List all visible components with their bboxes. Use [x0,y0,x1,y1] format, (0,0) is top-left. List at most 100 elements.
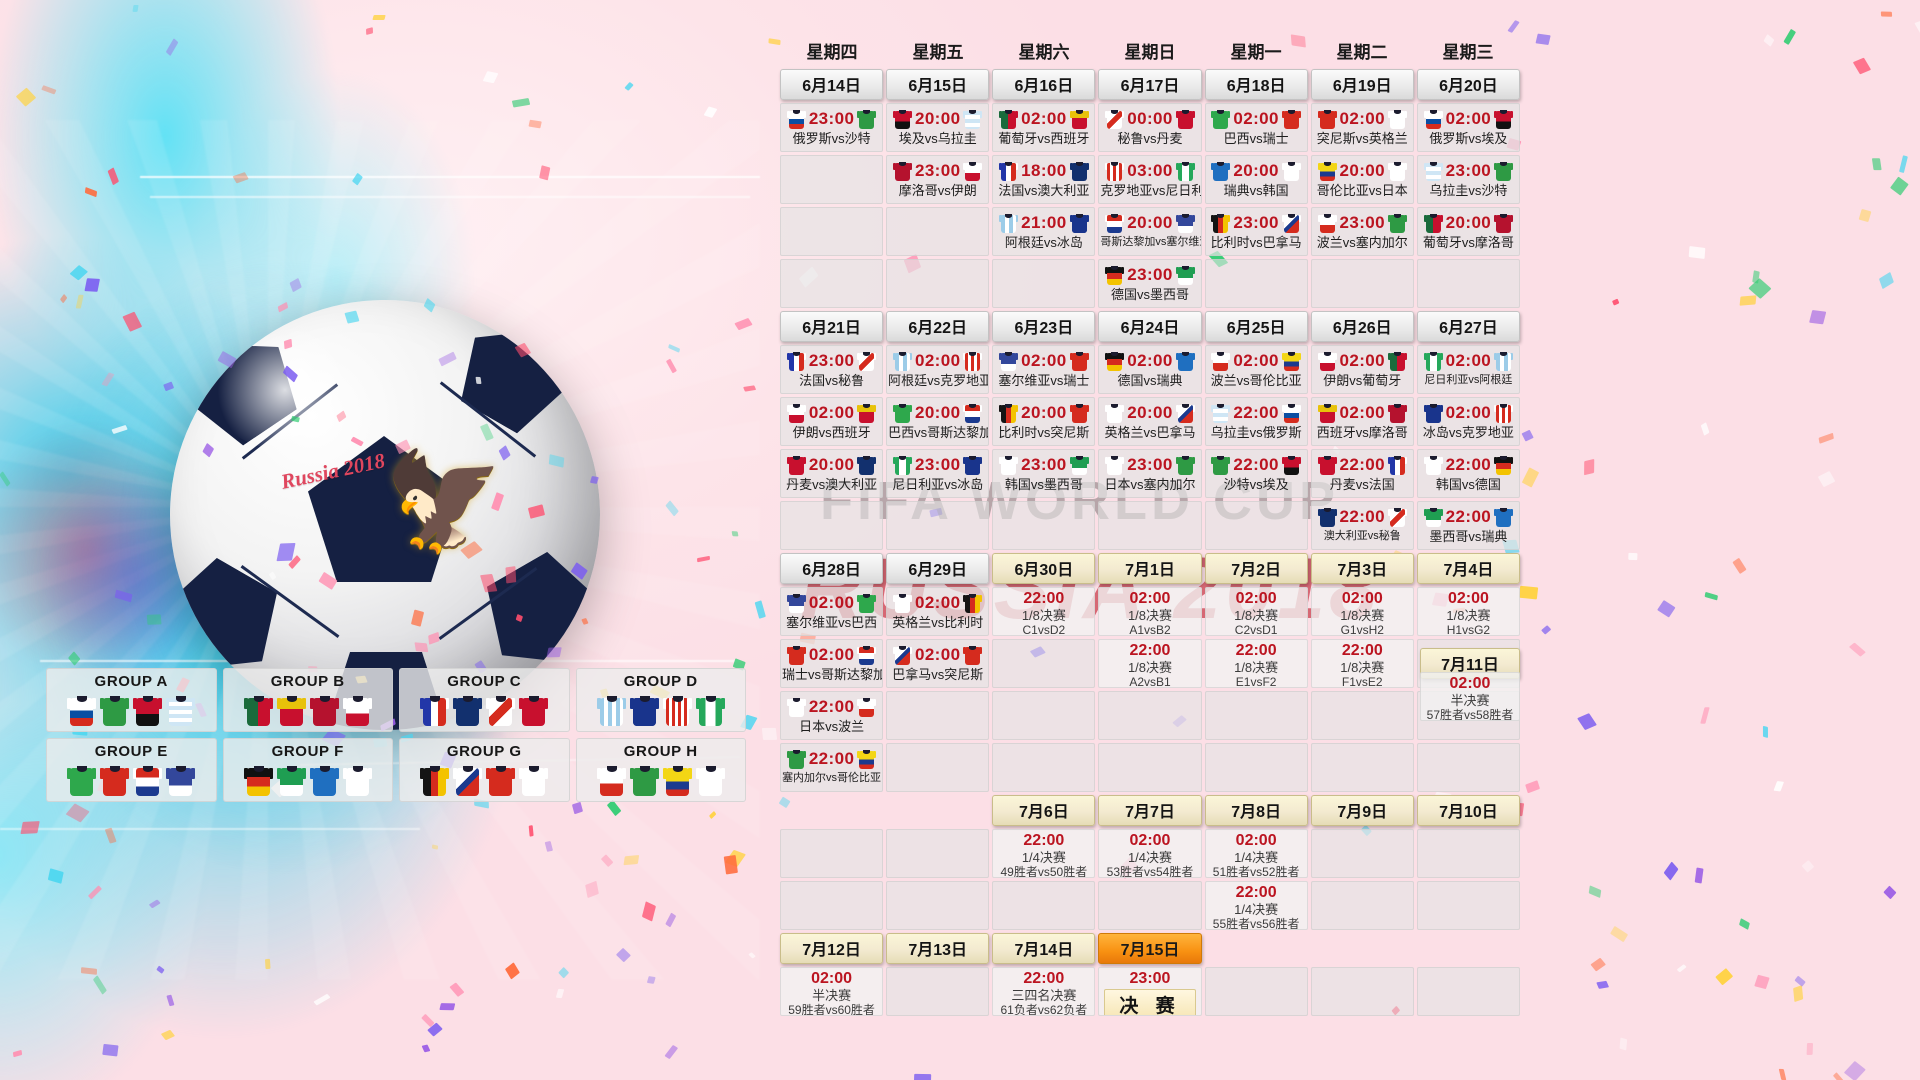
date-header[interactable]: 6月22日 [886,311,990,342]
knockout-match-cell[interactable]: 02:00 1/4决赛 51胜者vs52胜者 [1204,829,1308,878]
knockout-match-cell[interactable]: 22:00 三四名决赛 61负者vs62负者 [992,967,1096,1016]
knockout-match-cell[interactable]: 22:00 1/8决赛 F1vsE2 [1310,639,1414,688]
group-match-cell[interactable]: 23:00 乌拉圭vs沙特 [1416,155,1520,204]
group-match-cell[interactable]: 20:00 埃及vs乌拉圭 [886,103,990,152]
group-match-cell[interactable]: 02:00 瑞士vs哥斯达黎加 [780,639,884,688]
group-match-cell[interactable]: 21:00 阿根廷vs冰岛 [992,207,1096,256]
group-box-group-c[interactable]: GROUP C [399,668,570,732]
date-header[interactable]: 6月19日 [1310,69,1414,100]
group-match-cell[interactable]: 23:00 德国vs墨西哥 [1098,259,1202,308]
group-match-cell[interactable]: 02:00 葡萄牙vs西班牙 [992,103,1096,152]
group-match-cell[interactable]: 22:00 日本vs波兰 [780,691,884,740]
knockout-match-cell[interactable]: 02:00 1/4决赛 53胜者vs54胜者 [1098,829,1202,878]
group-match-cell[interactable]: 23:00 日本vs塞内加尔 [1098,449,1202,498]
group-match-cell[interactable]: 22:00 澳大利亚vs秘鲁 [1310,501,1414,550]
group-match-cell[interactable]: 02:00 巴拿马vs突尼斯 [886,639,990,688]
knockout-match-cell[interactable]: 23:00 决 赛 [1098,967,1202,1016]
group-box-group-b[interactable]: GROUP B [222,668,393,732]
group-match-cell[interactable]: 22:00 乌拉圭vs俄罗斯 [1204,397,1308,446]
group-match-cell[interactable]: 02:00 冰岛vs克罗地亚 [1416,397,1520,446]
group-match-cell[interactable]: 02:00 塞尔维亚vs瑞士 [992,345,1096,394]
group-box-group-g[interactable]: GROUP G [399,738,570,802]
knockout-match-cell[interactable]: 22:00 1/4决赛 55胜者vs56胜者 [1204,881,1308,930]
date-header[interactable]: 7月13日 [886,933,990,964]
group-match-cell[interactable]: 23:00 摩洛哥vs伊朗 [886,155,990,204]
date-header[interactable]: 6月23日 [992,311,1096,342]
date-header[interactable]: 6月24日 [1098,311,1202,342]
date-header[interactable]: 6月30日 [992,553,1096,584]
group-match-cell[interactable]: 02:00 伊朗vs西班牙 [780,397,884,446]
date-header[interactable]: 6月27日 [1416,311,1520,342]
date-header[interactable]: 7月3日 [1310,553,1414,584]
date-header[interactable]: 7月2日 [1204,553,1308,584]
group-match-cell[interactable]: 02:00 英格兰vs比利时 [886,587,990,636]
group-match-cell[interactable]: 23:00 波兰vs塞内加尔 [1310,207,1414,256]
group-match-cell[interactable]: 18:00 法国vs澳大利亚 [992,155,1096,204]
group-match-cell[interactable]: 02:00 俄罗斯vs埃及 [1416,103,1520,152]
group-match-cell[interactable]: 22:00 沙特vs埃及 [1204,449,1308,498]
group-match-cell[interactable]: 20:00 巴西vs哥斯达黎加 [886,397,990,446]
group-match-cell[interactable]: 20:00 葡萄牙vs摩洛哥 [1416,207,1520,256]
date-header[interactable]: 6月17日 [1098,69,1202,100]
date-header[interactable]: 7月8日 [1204,795,1308,826]
knockout-match-cell[interactable]: 22:00 1/8决赛 C1vsD2 [992,587,1096,636]
group-match-cell[interactable]: 20:00 瑞典vs韩国 [1204,155,1308,204]
knockout-match-cell[interactable]: 02:00 1/8决赛 C2vsD1 [1204,587,1308,636]
knockout-match-cell[interactable]: 22:00 1/8决赛 E1vsF2 [1204,639,1308,688]
date-header[interactable]: 7月4日 [1416,553,1520,584]
group-box-group-e[interactable]: GROUP E [46,738,217,802]
group-box-group-a[interactable]: GROUP A [46,668,217,732]
date-header[interactable]: 6月20日 [1416,69,1520,100]
group-match-cell[interactable]: 23:00 韩国vs墨西哥 [992,449,1096,498]
group-match-cell[interactable]: 22:00 墨西哥vs瑞典 [1416,501,1520,550]
group-match-cell[interactable]: 23:00 法国vs秘鲁 [780,345,884,394]
knockout-match-cell[interactable]: 02:00 半决赛 57胜者vs58胜者 [1420,672,1520,721]
date-header[interactable]: 7月1日 [1098,553,1202,584]
knockout-match-cell[interactable]: 02:00 1/8决赛 H1vsG2 [1416,587,1520,636]
date-header[interactable]: 6月21日 [780,311,884,342]
group-box-group-f[interactable]: GROUP F [222,738,393,802]
date-header[interactable]: 6月29日 [886,553,990,584]
group-match-cell[interactable]: 20:00 比利时vs突尼斯 [992,397,1096,446]
date-header[interactable]: 6月25日 [1204,311,1308,342]
group-match-cell[interactable]: 23:00 比利时vs巴拿马 [1204,207,1308,256]
group-match-cell[interactable]: 03:00 克罗地亚vs尼日利亚 [1098,155,1202,204]
date-header[interactable]: 7月6日 [992,795,1096,826]
group-match-cell[interactable]: 00:00 秘鲁vs丹麦 [1098,103,1202,152]
group-match-cell[interactable]: 02:00 阿根廷vs克罗地亚 [886,345,990,394]
group-box-group-d[interactable]: GROUP D [575,668,746,732]
date-header[interactable]: 6月16日 [992,69,1096,100]
group-match-cell[interactable]: 02:00 伊朗vs葡萄牙 [1310,345,1414,394]
date-header[interactable]: 6月28日 [780,553,884,584]
knockout-match-cell[interactable]: 02:00 1/8决赛 G1vsH2 [1310,587,1414,636]
date-header[interactable]: 7月14日 [992,933,1096,964]
group-match-cell[interactable]: 02:00 尼日利亚vs阿根廷 [1416,345,1520,394]
group-match-cell[interactable]: 22:00 丹麦vs法国 [1310,449,1414,498]
group-match-cell[interactable]: 23:00 俄罗斯vs沙特 [780,103,884,152]
date-header[interactable]: 6月15日 [886,69,990,100]
group-box-group-h[interactable]: GROUP H [575,738,746,802]
date-header[interactable]: 7月9日 [1310,795,1414,826]
date-header[interactable]: 7月7日 [1098,795,1202,826]
date-header[interactable]: 6月14日 [780,69,884,100]
knockout-match-cell[interactable]: 22:00 1/8决赛 A2vsB1 [1098,639,1202,688]
knockout-match-cell[interactable]: 02:00 1/8决赛 A1vsB2 [1098,587,1202,636]
group-match-cell[interactable]: 02:00 巴西vs瑞士 [1204,103,1308,152]
group-match-cell[interactable]: 22:00 塞内加尔vs哥伦比亚 [780,743,884,792]
group-match-cell[interactable]: 02:00 塞尔维亚vs巴西 [780,587,884,636]
knockout-match-cell[interactable]: 02:00 半决赛 59胜者vs60胜者 [780,967,884,1016]
group-match-cell[interactable]: 02:00 西班牙vs摩洛哥 [1310,397,1414,446]
group-match-cell[interactable]: 20:00 丹麦vs澳大利亚 [780,449,884,498]
knockout-match-cell[interactable]: 22:00 1/4决赛 49胜者vs50胜者 [992,829,1096,878]
group-match-cell[interactable]: 22:00 韩国vs德国 [1416,449,1520,498]
group-match-cell[interactable]: 02:00 德国vs瑞典 [1098,345,1202,394]
group-match-cell[interactable]: 23:00 尼日利亚vs冰岛 [886,449,990,498]
date-header[interactable]: 7月12日 [780,933,884,964]
date-header[interactable]: 6月18日 [1204,69,1308,100]
group-match-cell[interactable]: 20:00 英格兰vs巴拿马 [1098,397,1202,446]
date-header[interactable]: 7月10日 [1416,795,1520,826]
group-match-cell[interactable]: 02:00 波兰vs哥伦比亚 [1204,345,1308,394]
group-match-cell[interactable]: 20:00 哥斯达黎加vs塞尔维亚 [1098,207,1202,256]
date-header[interactable]: 7月15日 [1098,933,1202,964]
group-match-cell[interactable]: 02:00 突尼斯vs英格兰 [1310,103,1414,152]
